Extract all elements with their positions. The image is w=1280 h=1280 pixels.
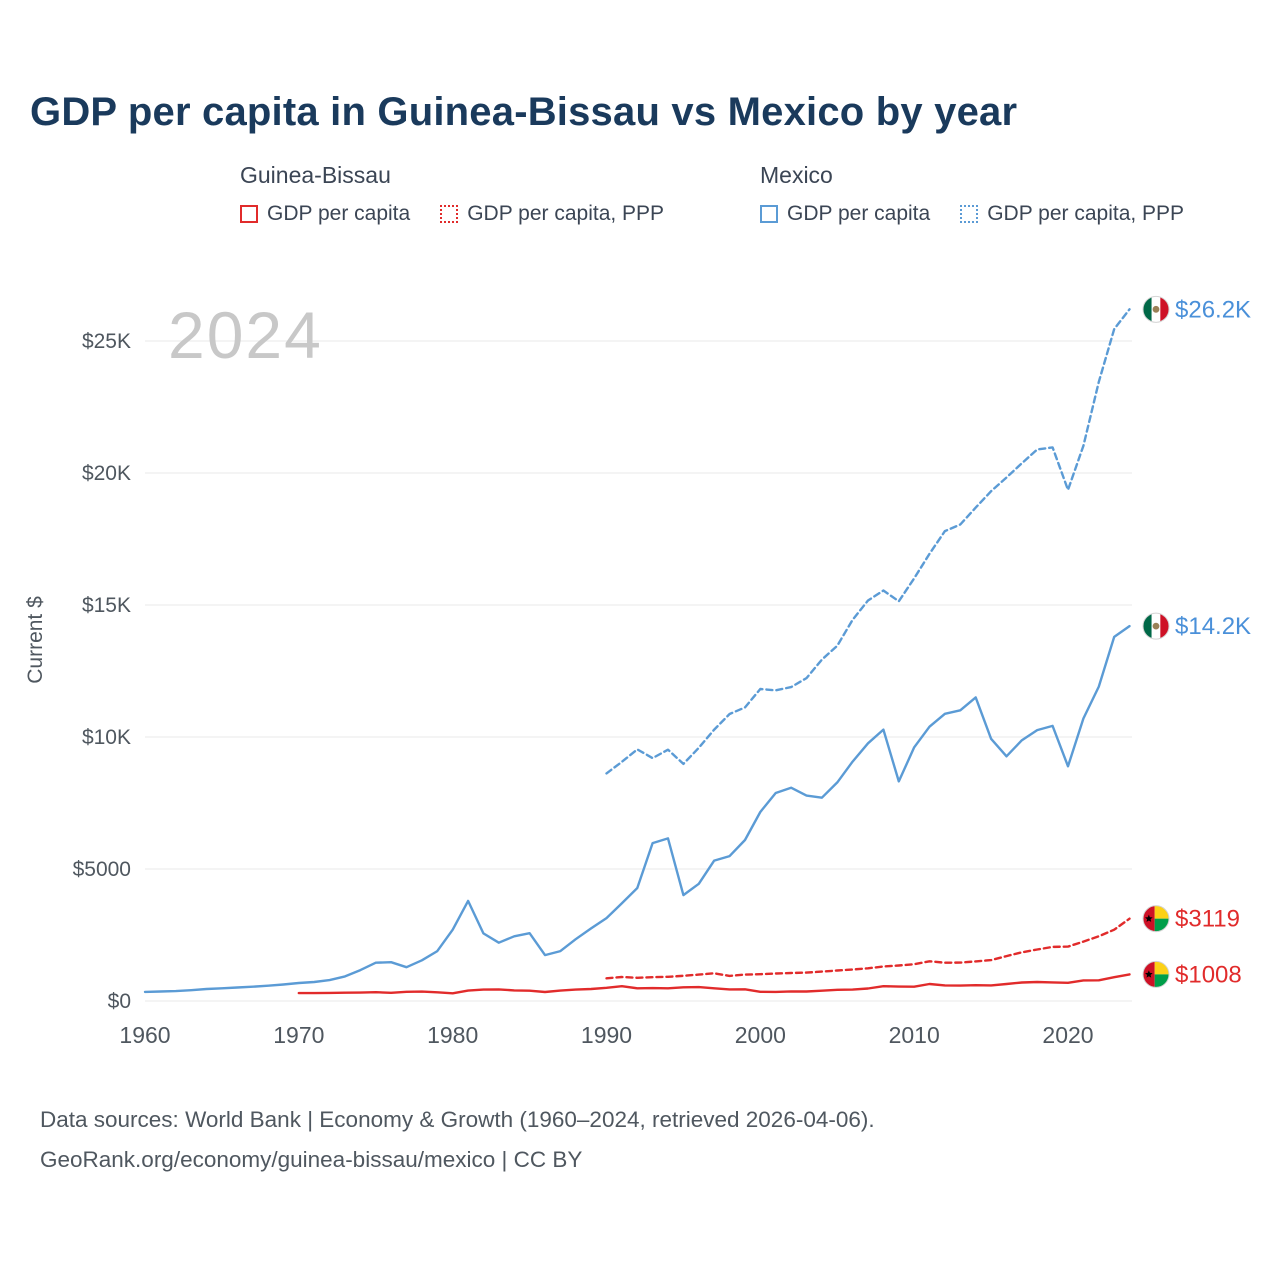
source-url-text: GeoRank.org/economy/guinea-bissau/mexico…	[40, 1147, 583, 1172]
end-label-value: $1008	[1175, 961, 1242, 988]
series-line-guinea-bissau-gdp	[297, 973, 1131, 995]
legend-swatch-mx-dotted-icon	[960, 205, 979, 223]
legend-entry-label: GDP per capita, PPP	[467, 202, 665, 225]
gdp-line-chart: $0 $5000 $10K $15K $20K $25K 1960 1970 1980 1990 2…	[24, 295, 1251, 1048]
y-tick-label: $0	[108, 990, 131, 1013]
series-line-mexico-gdp-ppp	[605, 308, 1131, 775]
y-axis-title: Current $	[24, 596, 47, 684]
legend-entries-mexico: GDP per capita GDP per capita, PPP	[760, 202, 1184, 226]
legend-entry-gb-gdp[interactable]: GDP per capita	[240, 202, 410, 226]
y-tick-label: $20K	[82, 462, 131, 485]
legend-swatch-mx-solid-icon	[760, 205, 778, 223]
legend-group-mexico: Mexico GDP per capita GDP per capita, PP…	[760, 162, 1184, 226]
x-tick-label: 1960	[119, 1022, 170, 1048]
end-label-3119: $3119	[1142, 905, 1240, 933]
flag-ring	[1142, 295, 1170, 323]
mexico-flag-icon	[1143, 613, 1169, 640]
x-tick-label: 1990	[581, 1022, 632, 1048]
end-label-26.2K: $26.2K	[1142, 295, 1251, 323]
y-tick-label: $10K	[82, 726, 131, 749]
x-tick-label: 2000	[735, 1022, 786, 1048]
legend-entry-label: GDP per capita	[267, 202, 411, 225]
flag-ring	[1142, 612, 1170, 640]
end-label-14.2K: $14.2K	[1142, 612, 1251, 640]
end-label-1008: $1008	[1142, 960, 1242, 988]
footer: Data sources: World Bank | Economy & Gro…	[40, 1100, 875, 1180]
legend-entry-gb-gdp-ppp[interactable]: GDP per capita, PPP	[440, 202, 664, 226]
legend-entry-label: GDP per capita	[787, 202, 931, 225]
x-tick-label: 1980	[427, 1022, 478, 1048]
y-tick-label: $15K	[82, 594, 131, 617]
legend-entry-label: GDP per capita, PPP	[987, 202, 1185, 225]
x-tick-label: 1970	[273, 1022, 324, 1048]
legend-group-guinea-bissau: Guinea-Bissau GDP per capita GDP per cap…	[240, 162, 664, 226]
legend-entry-mx-gdp[interactable]: GDP per capita	[760, 202, 930, 226]
y-tick-label: $25K	[82, 330, 131, 353]
mexico-flag-icon	[1143, 296, 1169, 323]
flag-ring	[1142, 960, 1170, 988]
legend-country-guinea-bissau: Guinea-Bissau	[240, 162, 391, 188]
data-sources-text: Data sources: World Bank | Economy & Gro…	[40, 1107, 875, 1132]
y-tick-label: $5000	[73, 858, 131, 881]
x-tick-label: 2010	[889, 1022, 940, 1048]
legend-swatch-gb-dotted-icon	[440, 205, 459, 223]
legend-entries-guinea-bissau: GDP per capita GDP per capita, PPP	[240, 202, 664, 226]
watermark-year: 2024	[168, 298, 323, 372]
flag-ring	[1142, 905, 1170, 933]
legend-country-mexico: Mexico	[760, 162, 833, 188]
end-label-value: $3119	[1175, 906, 1240, 933]
legend-swatch-gb-solid-icon	[240, 205, 258, 223]
series-line-guinea-bissau-gdp-ppp	[605, 917, 1131, 980]
series-line-mexico-gdp	[143, 624, 1131, 994]
page-title: GDP per capita in Guinea-Bissau vs Mexic…	[30, 90, 1018, 134]
end-label-value: $26.2K	[1175, 296, 1251, 323]
legend-entry-mx-gdp-ppp[interactable]: GDP per capita, PPP	[960, 202, 1184, 226]
end-label-value: $14.2K	[1175, 613, 1251, 640]
x-tick-label: 2020	[1042, 1022, 1093, 1048]
